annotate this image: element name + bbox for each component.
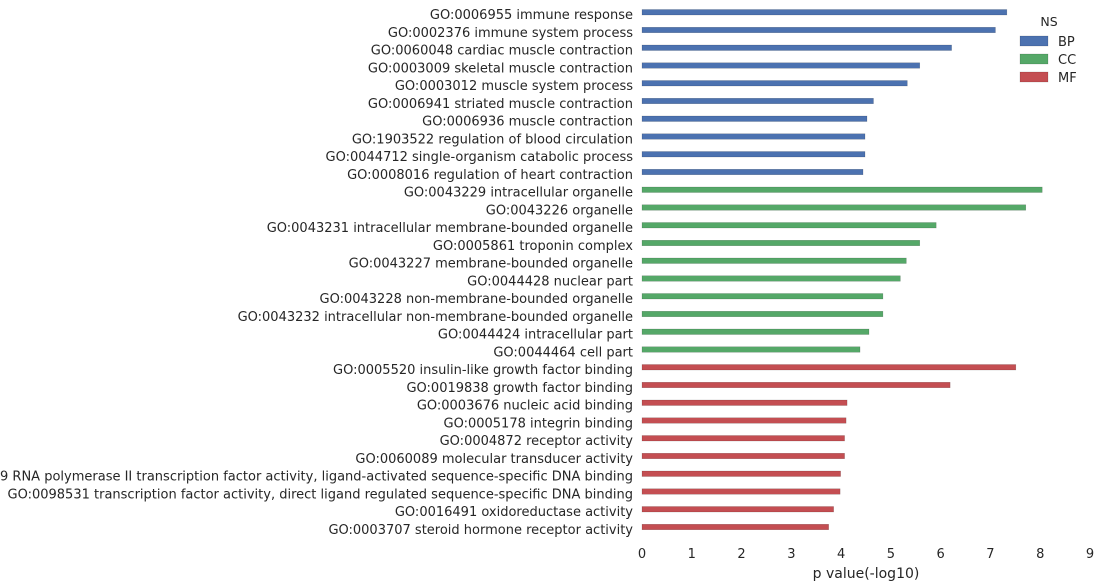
- category-label: GO:0060048 cardiac muscle contraction: [371, 44, 633, 59]
- x-tick-label: 6: [937, 547, 945, 562]
- x-tick-label: 9: [1086, 547, 1094, 562]
- category-label: GO:0044464 cell part: [493, 345, 633, 360]
- category-label: GO:0006955 immune response: [430, 8, 633, 23]
- legend-entries: BP CC MF: [1019, 35, 1077, 86]
- category-label: GO:0044428 nuclear part: [467, 274, 633, 289]
- category-label: GO:0043226 organelle: [486, 203, 633, 218]
- bar-mf: [641, 364, 1017, 371]
- bars-group: [641, 9, 1043, 530]
- bar-mf: [641, 382, 951, 388]
- bar-cc: [641, 240, 921, 246]
- category-label: GO:0060089 molecular transducer activity: [355, 452, 633, 467]
- category-label: GO:0004872 receptor activity: [440, 434, 634, 449]
- legend-swatch-bp: [1019, 35, 1049, 47]
- bar-cc: [641, 293, 884, 300]
- bar-mf: [641, 488, 841, 495]
- category-label: GO:0043227 membrane-bounded organelle: [349, 257, 633, 272]
- category-label: GO:0003676 nucleic acid binding: [417, 399, 633, 414]
- legend-title: NS: [1040, 14, 1057, 29]
- bar-cc: [641, 186, 1043, 193]
- category-labels: GO:0006955 immune response GO:0002376 imm…: [0, 8, 633, 538]
- x-tick-label: 0: [638, 547, 646, 562]
- legend-label: BP: [1058, 35, 1075, 50]
- category-label: GO:0098531 transcription factor activity…: [8, 487, 633, 502]
- category-label: GO:0043231 intracellular membrane-bounde…: [267, 221, 633, 236]
- category-label: GO:0002376 immune system process: [388, 26, 633, 41]
- category-label: GO:0004879 RNA polymerase II transcripti…: [0, 470, 633, 485]
- bar-bp: [641, 151, 866, 158]
- category-label: GO:0044424 intracellular part: [438, 328, 633, 343]
- bar-bp: [641, 169, 864, 175]
- category-label: GO:0043229 intracellular organelle: [404, 186, 633, 201]
- legend-label: CC: [1058, 53, 1076, 68]
- category-label: GO:0016491 oxidoreductase activity: [395, 505, 633, 520]
- category-label: GO:0005520 insulin-like growth factor bi…: [333, 363, 633, 378]
- bar-bp: [641, 27, 996, 33]
- bar-cc: [641, 328, 870, 335]
- category-label: GO:0003707 steroid hormone receptor acti…: [328, 523, 633, 538]
- bar-mf: [641, 506, 834, 513]
- category-label: GO:0006941 striated muscle contraction: [368, 97, 633, 112]
- bar-bp: [641, 62, 921, 69]
- category-label: GO:0005178 integrin binding: [444, 416, 633, 431]
- x-tick-label: 4: [837, 547, 845, 562]
- category-label: GO:0019838 growth factor binding: [406, 381, 633, 396]
- bar-bp: [641, 133, 866, 140]
- bar-cc: [641, 222, 937, 229]
- category-label: GO:0006936 muscle contraction: [422, 115, 633, 130]
- bar-mf: [641, 417, 847, 424]
- bar-bp: [641, 98, 874, 104]
- bar-cc: [641, 311, 884, 317]
- category-label: GO:0043232 intracellular non-membrane-bo…: [238, 310, 633, 325]
- bar-bp: [641, 44, 952, 51]
- x-tick-label: 5: [887, 547, 895, 562]
- bar-mf: [641, 524, 829, 530]
- x-tick-label: 2: [737, 547, 745, 562]
- legend-label: MF: [1058, 71, 1077, 86]
- bar-cc: [641, 346, 861, 353]
- bar-bp: [641, 9, 1008, 16]
- bar-cc: [641, 275, 901, 282]
- category-label: GO:0003009 skeletal muscle contraction: [368, 61, 633, 76]
- bar-mf: [641, 399, 848, 406]
- category-label: GO:0043228 non-membrane-bounded organell…: [320, 292, 634, 307]
- bar-cc: [641, 204, 1027, 211]
- x-tick-label: 1: [688, 547, 696, 562]
- category-label: GO:0008016 regulation of heart contracti…: [347, 168, 633, 183]
- bar-bp: [641, 115, 868, 122]
- category-label: GO:1903522 regulation of blood circulati…: [352, 132, 633, 147]
- bar-cc: [641, 257, 907, 264]
- x-tick-labels: 0 1 2 3 4 5 6 7 8 9: [638, 547, 1094, 562]
- x-tick-label: 7: [986, 547, 994, 562]
- bar-mf: [641, 453, 845, 459]
- legend-swatch-mf: [1019, 71, 1049, 83]
- bar-mf: [641, 470, 841, 477]
- category-label: GO:0003012 muscle system process: [395, 79, 633, 94]
- bar-mf: [641, 435, 845, 442]
- x-axis-title: p value(-log10): [813, 566, 920, 582]
- bar-bp: [641, 80, 908, 87]
- category-label: GO:0044712 single-organism catabolic pro…: [326, 150, 634, 165]
- x-tick-label: 3: [787, 547, 795, 562]
- legend: NS BP CC MF: [1019, 14, 1077, 86]
- category-label: GO:0005861 troponin complex: [433, 239, 633, 254]
- legend-swatch-cc: [1019, 53, 1049, 65]
- x-tick-label: 8: [1036, 547, 1044, 562]
